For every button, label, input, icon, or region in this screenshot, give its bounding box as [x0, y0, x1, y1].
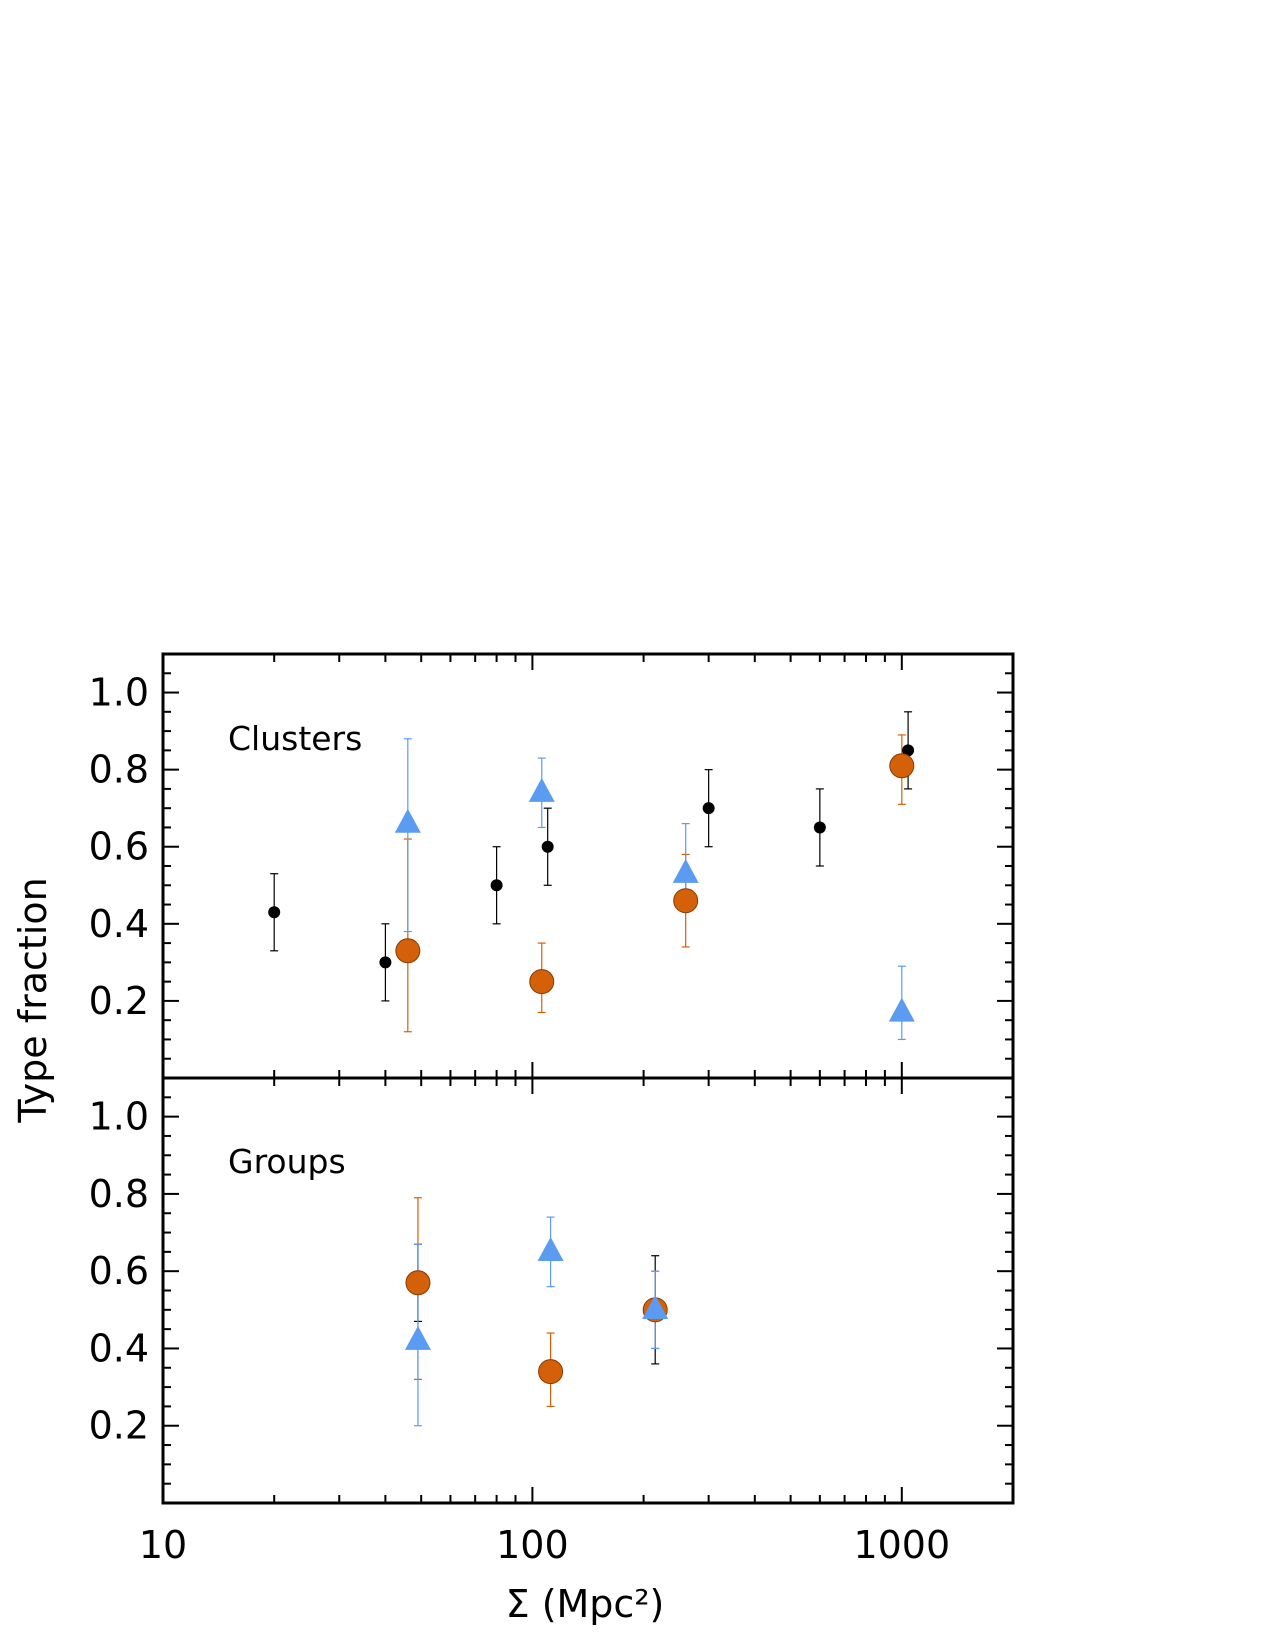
y-axis-title: Type fraction — [11, 877, 55, 1123]
groups-panel: Groups 0.2 0.4 0.6 0.8 1.0 10 100 1000 — [89, 1076, 1015, 1567]
y-tick-label: 0.6 — [89, 825, 149, 869]
y-tick-label: 0.8 — [89, 748, 149, 792]
y-tick-label: 0.2 — [89, 979, 149, 1023]
black-dot-marker — [902, 744, 915, 757]
orange-circle-marker — [529, 969, 555, 995]
blue-triangle-marker — [642, 1294, 669, 1319]
blue-triangle-marker — [537, 1236, 564, 1261]
y-tick-label: 0.2 — [89, 1404, 149, 1448]
x-tick-label: 10 — [139, 1523, 187, 1567]
blue-triangle-marker — [394, 808, 421, 833]
blue-triangle-marker — [888, 997, 915, 1022]
clusters-panel: Clusters 0.2 0.4 0.6 0.8 1.0 — [89, 652, 1015, 1080]
orange-circle-marker — [395, 938, 421, 964]
orange-circle-marker — [538, 1359, 564, 1385]
orange-circle-marker — [889, 753, 915, 779]
x-tick-label: 100 — [496, 1523, 569, 1567]
black-dot-marker — [813, 821, 826, 834]
y-tick-label: 0.4 — [89, 902, 149, 946]
black-dot-marker — [702, 802, 715, 815]
blue-triangle-marker — [672, 858, 699, 883]
blue-triangle-marker — [404, 1325, 431, 1350]
panel-frame — [161, 652, 1015, 1080]
blue-triangle-marker — [528, 777, 555, 802]
clusters-panel-label: Clusters — [228, 719, 362, 758]
x-tick-label: 1000 — [853, 1523, 950, 1567]
black-dot-marker — [379, 956, 392, 969]
y-tick-label: 0.4 — [89, 1326, 149, 1370]
black-dot-marker — [490, 879, 503, 892]
y-tick-label: 0.8 — [89, 1172, 149, 1216]
black-dot-marker — [541, 840, 554, 853]
x-axis-title: Σ (Mpc²) — [506, 1582, 665, 1626]
y-tick-label: 1.0 — [89, 1095, 149, 1139]
orange-circle-marker — [405, 1270, 431, 1296]
y-tick-label: 1.0 — [89, 671, 149, 715]
y-tick-label: 0.6 — [89, 1249, 149, 1293]
orange-circle-marker — [673, 888, 699, 914]
groups-panel-label: Groups — [228, 1142, 346, 1181]
black-dot-marker — [268, 906, 281, 919]
